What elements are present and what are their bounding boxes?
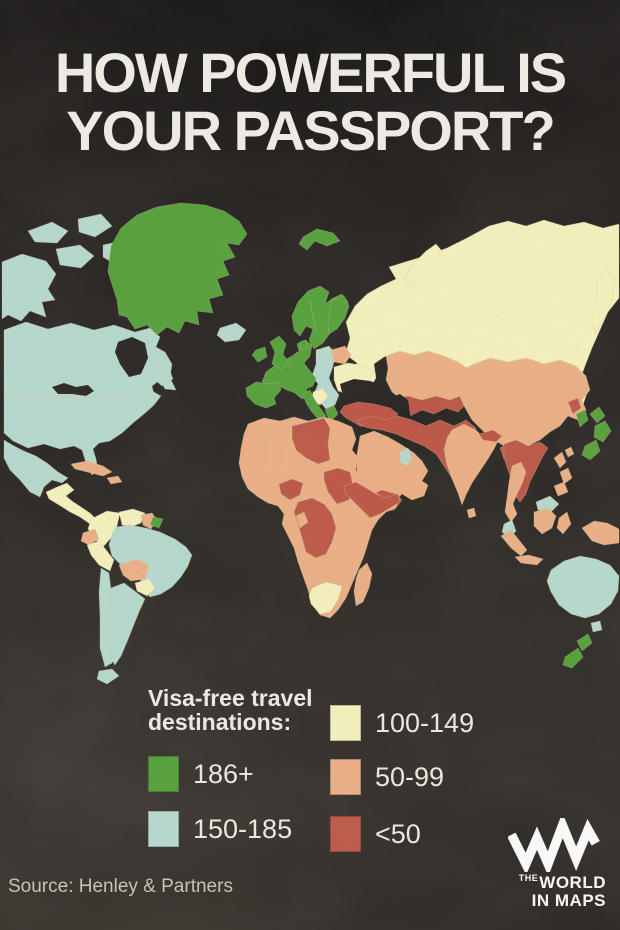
region-canada (3, 321, 177, 398)
legend-label: 150-185 (193, 813, 293, 844)
region-argentina (109, 582, 146, 666)
title-line-1: HOW POWERFUL IS (54, 41, 567, 104)
region-ireland (251, 346, 268, 363)
logo-in-maps: IN MAPS (531, 891, 606, 911)
region-philippines (553, 451, 567, 469)
legend-item-under-50: <50 (330, 816, 421, 852)
region-venezuela (118, 508, 146, 528)
page-title: HOW POWERFUL IS YOUR PASSPORT? (0, 44, 620, 159)
region-new-guinea (581, 520, 620, 546)
region-iceland (216, 322, 247, 343)
logo-text: THEWORLD IN MAPS (476, 873, 606, 911)
title-line-2: YOUR PASSPORT? (66, 98, 555, 162)
legend-heading-line-2: destinations: (148, 709, 292, 736)
region-hispaniola (106, 475, 123, 485)
region-canada-arctic (55, 244, 95, 269)
region-philippines (553, 481, 569, 497)
region-uk (269, 335, 290, 370)
region-japan (581, 439, 601, 461)
legend-swatch-green (148, 756, 179, 792)
region-tasmania (590, 620, 603, 633)
legend-item-50-99: 50-99 (330, 759, 444, 795)
region-new-zealand-south (562, 647, 584, 669)
legend-label: <50 (375, 818, 421, 849)
region-sulawesi (556, 511, 572, 535)
legend-label: 100-149 (375, 707, 475, 738)
legend-item-186-plus: 186+ (148, 756, 254, 792)
wm-logo-icon (508, 818, 600, 872)
region-japan (593, 420, 612, 443)
region-tierra-del-fuego (96, 668, 120, 685)
logo-world: WORLD (539, 873, 606, 892)
region-japan (589, 406, 606, 424)
legend-label: 186+ (193, 758, 254, 789)
black-sea (340, 379, 390, 402)
region-central-america (45, 482, 97, 525)
legend-heading-line-1: Visa-free travel (148, 685, 313, 711)
legend-item-150-185: 150-185 (148, 811, 292, 847)
region-borneo-south (533, 507, 557, 535)
region-sri-lanka (466, 507, 477, 519)
region-taiwan (564, 446, 575, 458)
legend-label: 50-99 (375, 761, 445, 792)
region-iberia (245, 381, 282, 409)
legend-swatch-teal (148, 811, 179, 847)
region-canada-arctic (27, 221, 69, 244)
logo-the: THE (518, 873, 539, 883)
region-svalbard (298, 228, 341, 251)
region-denmark (299, 339, 308, 351)
legend-item-100-149: 100-149 (330, 705, 474, 741)
legend-swatch-yellow (330, 705, 361, 741)
region-new-zealand-north (576, 633, 593, 652)
region-australia (546, 555, 620, 619)
region-greenland (107, 202, 248, 336)
source-attribution: Source: Henley & Partners (8, 876, 233, 897)
world-in-maps-logo: THEWORLD IN MAPS (476, 818, 606, 911)
region-java (514, 554, 544, 566)
region-sumatra (500, 529, 528, 557)
legend-swatch-red (330, 816, 361, 852)
region-alaska (1, 253, 57, 322)
legend-heading: Visa-free travel destinations: (148, 686, 313, 735)
region-philippines (559, 467, 573, 485)
legend-swatch-peach (330, 759, 361, 795)
region-canada-arctic (77, 213, 113, 238)
